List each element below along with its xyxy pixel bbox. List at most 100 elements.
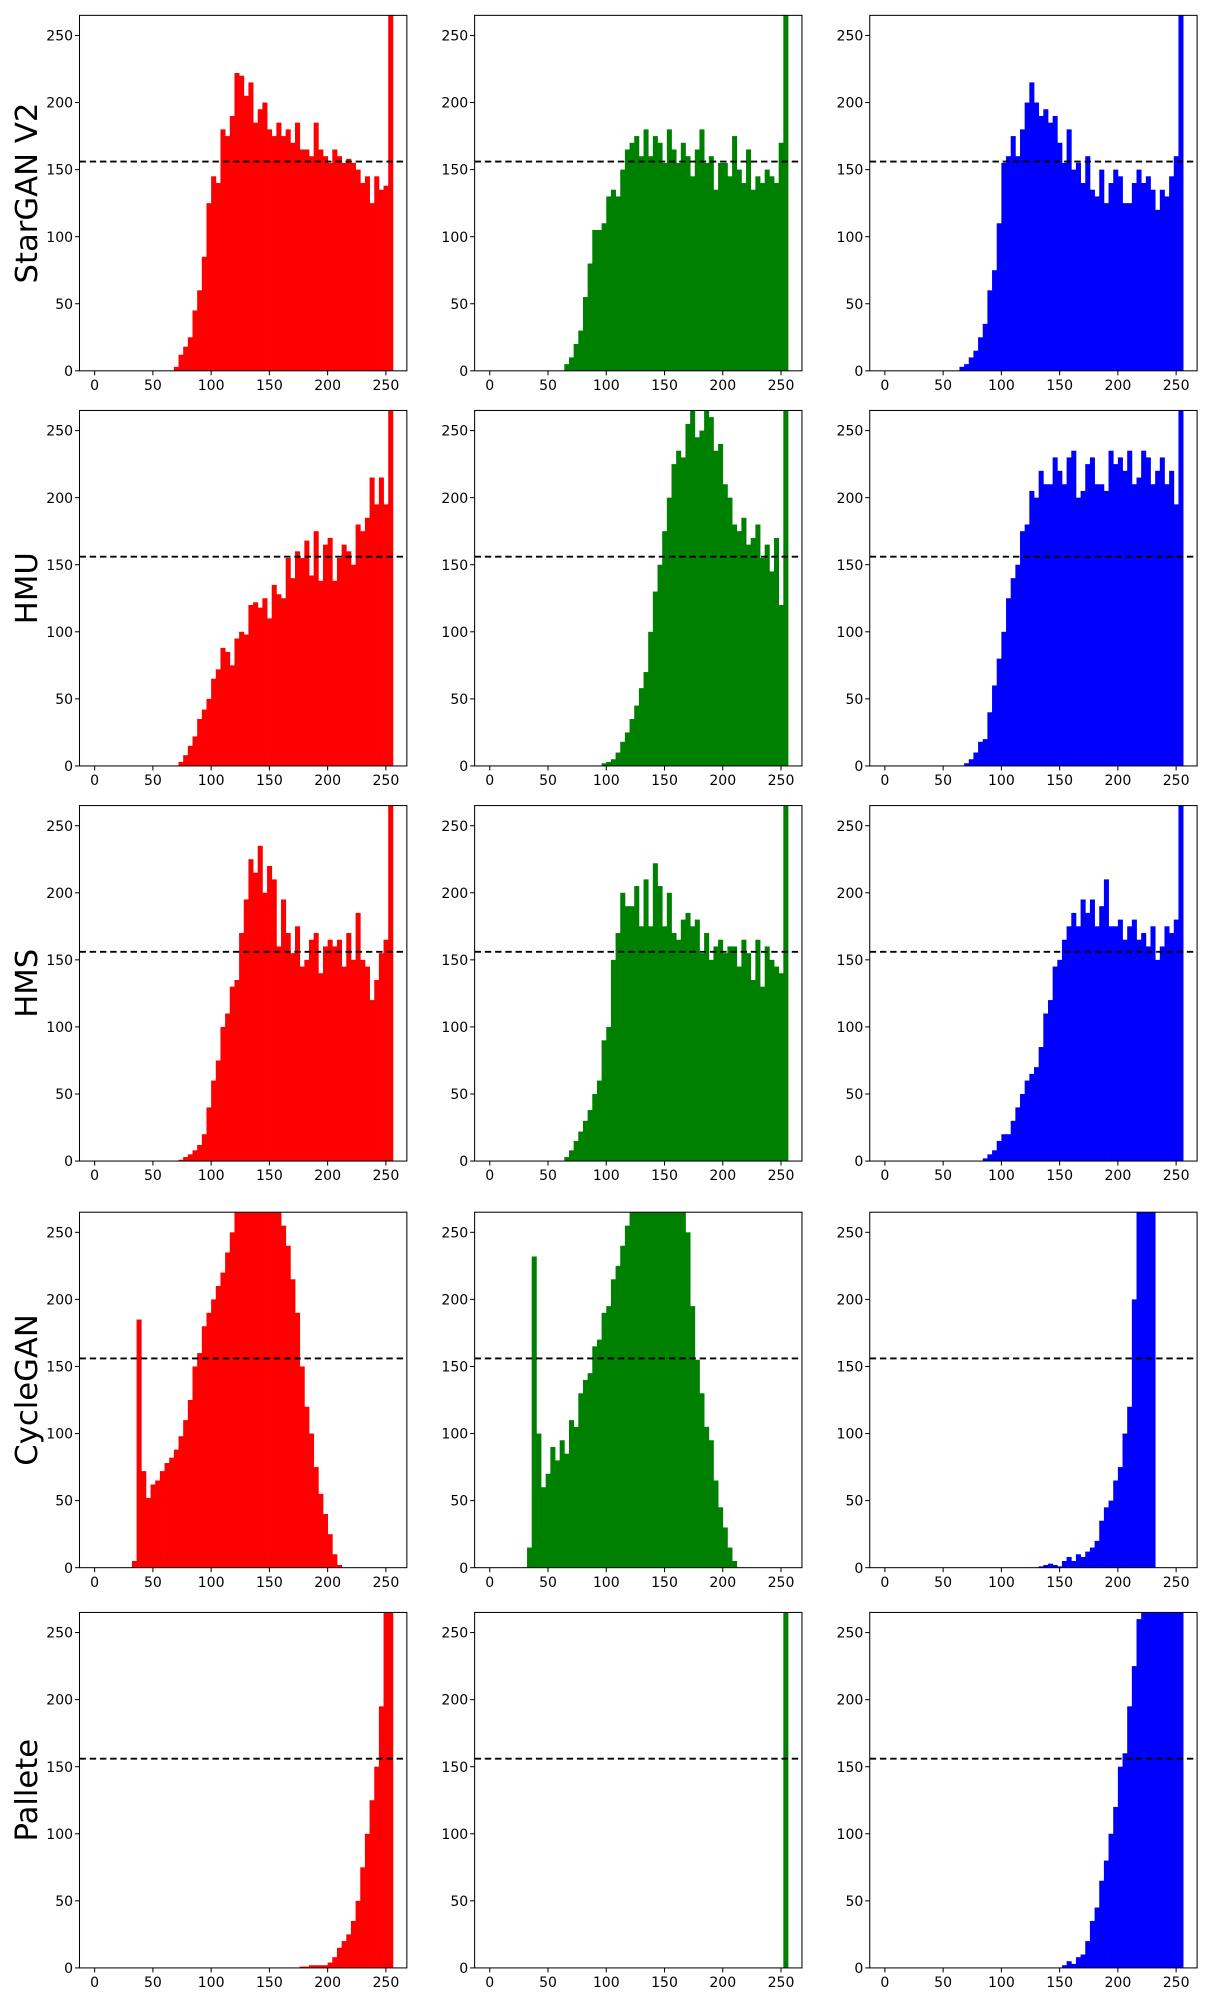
y-tick-label: 100 (441, 625, 468, 641)
bar (992, 685, 998, 766)
y-tick-label: 0 (64, 364, 73, 380)
bar (704, 410, 710, 766)
bar (318, 149, 324, 371)
bar (1057, 142, 1063, 371)
x-tick-label: 50 (144, 1575, 162, 1591)
bar (1127, 450, 1133, 766)
bar (1103, 1860, 1109, 1968)
bar (308, 575, 315, 766)
bar (178, 1159, 184, 1162)
bar (1071, 169, 1077, 371)
bar (624, 1225, 630, 1568)
bar (596, 1339, 602, 1568)
bar (1136, 1212, 1142, 1568)
bar (1010, 136, 1016, 371)
bar (374, 1766, 380, 1968)
bar (559, 1440, 565, 1568)
bar (727, 176, 733, 371)
bar (643, 672, 649, 766)
bar (313, 1965, 319, 1968)
bar (596, 229, 602, 371)
bar (629, 718, 635, 766)
y-tick-label: 250 (837, 819, 864, 835)
bar (1001, 162, 1007, 371)
bar (1085, 156, 1091, 371)
bar (290, 142, 296, 371)
bar (601, 1312, 607, 1568)
bar (1117, 919, 1123, 1162)
x-tick-label: 250 (1163, 1575, 1190, 1591)
y-tick-label: 50 (845, 692, 863, 708)
bar (662, 1212, 668, 1568)
bar (959, 366, 965, 371)
bar (671, 1212, 677, 1568)
y-tick-label: 150 (837, 163, 864, 179)
bar (1155, 1612, 1161, 1968)
x-tick-label: 0 (90, 1575, 99, 1591)
bar (1047, 122, 1054, 371)
bar (239, 631, 245, 766)
x-tick-label: 250 (372, 773, 399, 789)
y-tick-label: 0 (854, 1154, 863, 1170)
y-tick-label: 0 (854, 1961, 863, 1977)
bar (1150, 189, 1156, 371)
bar (662, 162, 668, 371)
x-tick-label: 200 (314, 1575, 341, 1591)
bar (308, 1433, 315, 1568)
y-tick-label: 50 (55, 692, 73, 708)
bar (346, 1934, 352, 1968)
bar (1122, 1753, 1128, 1968)
bar (624, 149, 630, 371)
bar (704, 1426, 710, 1568)
bar (746, 149, 752, 371)
x-tick-label: 50 (539, 773, 557, 789)
bar (783, 805, 789, 1162)
bar (973, 752, 979, 766)
bar (1020, 129, 1026, 371)
bar (1080, 1954, 1086, 1968)
bar (708, 417, 714, 766)
bar (332, 580, 338, 766)
bar (727, 946, 733, 1162)
bar (1122, 203, 1128, 371)
plot-area (79, 805, 407, 1162)
y-tick-label: 100 (837, 625, 864, 641)
bar (201, 256, 207, 371)
bar (601, 223, 607, 371)
bar (1015, 1107, 1021, 1162)
bar (1043, 1565, 1049, 1568)
bar (1159, 1612, 1165, 1968)
bar (1071, 450, 1077, 766)
bar (257, 607, 263, 766)
bar (364, 517, 370, 766)
x-tick-label: 100 (198, 773, 225, 789)
bar (727, 1547, 733, 1568)
x-tick-label: 0 (485, 1975, 494, 1991)
bar (1108, 1500, 1114, 1568)
bar (206, 1312, 212, 1568)
bar (694, 919, 700, 1162)
bar (694, 1359, 700, 1568)
y-tick-label: 100 (46, 1427, 73, 1443)
bar (638, 688, 644, 766)
bar (327, 162, 333, 371)
bar (1136, 1619, 1142, 1968)
bar (610, 959, 616, 1162)
bar (536, 1433, 542, 1568)
bar (1122, 939, 1128, 1162)
bar (760, 558, 766, 766)
bar (211, 678, 217, 766)
bar (704, 933, 710, 1162)
y-tick-label: 50 (845, 297, 863, 313)
bar (336, 156, 342, 371)
bar (620, 741, 626, 766)
bar (1038, 1566, 1044, 1568)
axes-frame (474, 1211, 803, 1569)
bar (778, 973, 784, 1162)
bar (262, 102, 268, 371)
bar (987, 290, 993, 371)
y-tick-label: 200 (441, 491, 468, 507)
bar (1164, 926, 1170, 1162)
x-tick-label: 250 (1163, 1975, 1190, 1991)
bar (1159, 189, 1165, 371)
